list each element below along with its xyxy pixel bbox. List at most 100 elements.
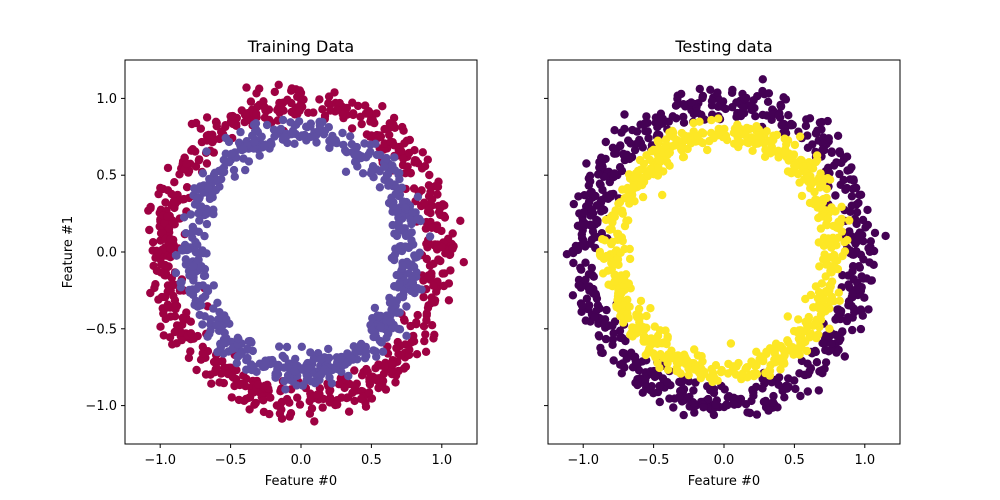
testing-point-series-0 — [784, 111, 793, 120]
testing-point-series-1 — [805, 333, 814, 342]
testing-point-series-0 — [650, 372, 660, 382]
testing-point-series-1 — [674, 357, 683, 366]
training-point-series-1 — [243, 344, 252, 354]
testing-points — [562, 75, 890, 420]
training-point-series-0 — [429, 334, 438, 343]
testing-point-series-0 — [585, 171, 595, 180]
training-point-series-0 — [420, 336, 429, 346]
training-point-series-1 — [407, 236, 416, 245]
training-point-series-0 — [424, 271, 433, 280]
testing-point-series-0 — [603, 194, 613, 203]
testing-point-series-0 — [827, 339, 836, 348]
testing-point-series-1 — [811, 319, 820, 328]
testing-point-series-1 — [626, 195, 635, 204]
training-point-series-1 — [376, 322, 385, 332]
testing-point-series-0 — [633, 380, 642, 390]
training-point-series-1 — [206, 326, 215, 335]
testing-point-series-1 — [762, 127, 771, 136]
training-xlabel: Feature #0 — [265, 474, 337, 489]
testing-point-series-1 — [783, 336, 792, 345]
training-point-series-0 — [326, 106, 335, 115]
testing-point-series-0 — [762, 111, 771, 120]
testing-point-series-0 — [706, 85, 715, 95]
x-tick-label: 1.0 — [431, 453, 452, 468]
training-point-series-0 — [418, 148, 427, 157]
training-point-series-0 — [169, 197, 179, 206]
testing-point-series-0 — [585, 286, 594, 295]
testing-point-series-0 — [805, 114, 815, 123]
testing-point-series-0 — [824, 134, 833, 143]
testing-point-series-0 — [751, 112, 760, 121]
training-point-series-1 — [288, 126, 298, 135]
testing-point-series-0 — [590, 313, 599, 322]
training-point-series-0 — [424, 181, 434, 190]
training-point-series-0 — [167, 189, 176, 199]
training-point-series-1 — [251, 126, 260, 135]
training-point-series-0 — [148, 238, 158, 247]
training-point-series-1 — [375, 183, 385, 192]
testing-point-series-0 — [587, 263, 596, 273]
testing-point-series-0 — [577, 265, 586, 274]
training-point-series-1 — [394, 324, 403, 334]
testing-point-series-1 — [677, 143, 686, 152]
testing-point-series-1 — [827, 277, 837, 286]
training-point-series-0 — [348, 388, 357, 397]
training-point-series-0 — [176, 328, 185, 337]
testing-point-series-1 — [812, 196, 822, 205]
training-point-series-0 — [265, 409, 274, 419]
testing-point-series-0 — [610, 169, 619, 178]
testing-point-series-1 — [596, 251, 605, 261]
training-point-series-0 — [412, 350, 422, 359]
training-point-series-0 — [310, 417, 319, 426]
testing-point-series-1 — [782, 140, 791, 149]
testing-point-series-1 — [658, 190, 667, 200]
testing-point-series-0 — [881, 231, 890, 241]
testing-point-series-0 — [665, 394, 674, 403]
testing-point-series-0 — [791, 384, 800, 394]
testing-point-series-0 — [782, 384, 792, 393]
testing-point-series-0 — [850, 308, 859, 317]
training-point-series-0 — [446, 266, 455, 275]
testing-point-series-0 — [656, 109, 666, 118]
testing-point-series-1 — [795, 350, 804, 359]
testing-point-series-1 — [741, 130, 750, 140]
training-point-series-1 — [178, 246, 187, 255]
testing-point-series-0 — [602, 305, 611, 315]
testing-point-series-0 — [741, 400, 751, 409]
testing-point-series-1 — [656, 350, 665, 359]
training-point-series-0 — [419, 198, 429, 207]
training-point-series-0 — [307, 404, 317, 413]
testing-point-series-0 — [679, 410, 688, 420]
testing-point-series-0 — [839, 175, 848, 185]
testing-ticks: −1.0 −0.5 0.0 0.5 1.0 — [544, 97, 875, 468]
testing-point-series-0 — [608, 143, 618, 152]
training-point-series-1 — [220, 338, 230, 347]
training-point-series-0 — [287, 84, 297, 93]
training-point-series-0 — [232, 365, 241, 375]
testing-point-series-0 — [569, 258, 578, 268]
testing-point-series-0 — [685, 392, 694, 402]
testing-point-series-0 — [838, 271, 847, 280]
training-point-series-0 — [448, 244, 457, 253]
y-tick-label: 1.0 — [96, 92, 117, 107]
training-point-series-0 — [170, 312, 180, 321]
x-tick-label: 0.5 — [361, 453, 382, 468]
testing-point-series-0 — [852, 208, 862, 217]
testing-point-series-0 — [801, 121, 811, 131]
training-point-series-1 — [225, 158, 234, 167]
training-point-series-1 — [297, 342, 306, 351]
testing-point-series-1 — [825, 324, 834, 333]
testing-point-series-1 — [610, 277, 619, 286]
testing-point-series-1 — [754, 131, 763, 140]
testing-point-series-0 — [663, 378, 672, 387]
training-point-series-0 — [399, 154, 408, 164]
testing-point-series-1 — [663, 158, 672, 167]
training-point-series-0 — [380, 124, 389, 134]
training-point-series-1 — [198, 281, 208, 290]
testing-point-series-1 — [771, 339, 781, 348]
training-point-series-0 — [277, 103, 286, 112]
testing-point-series-0 — [589, 272, 598, 281]
training-point-series-0 — [326, 393, 335, 403]
training-point-series-0 — [425, 170, 434, 180]
